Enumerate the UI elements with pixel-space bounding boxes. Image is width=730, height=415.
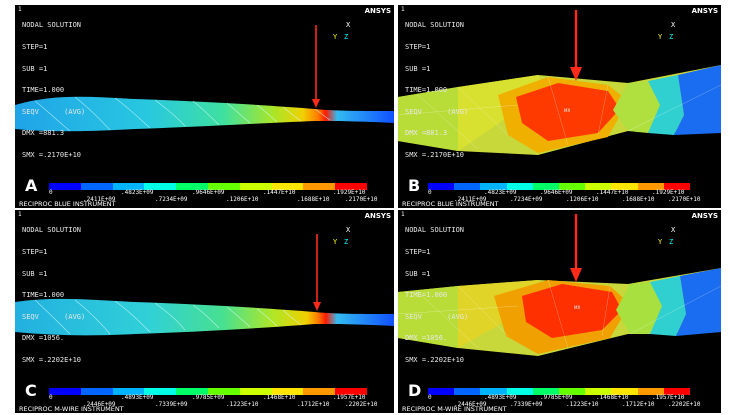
- panel-caption: RECIPROC BLUE INSTRUMENT: [19, 200, 116, 208]
- solution-title: NODAL SOLUTION: [22, 21, 82, 30]
- legend-swatch: [663, 183, 691, 190]
- legend-swatch: [80, 183, 113, 190]
- ansys-logo: ANSYS: [691, 7, 718, 15]
- legend-swatch: [303, 183, 336, 190]
- solution-info: NODAL SOLUTION STEP=1 SUB =1 TIME=1.000 …: [405, 21, 469, 160]
- mx-marker: MX: [564, 108, 570, 113]
- panel-caption: RECIPROC BLUE INSTRUMENT: [402, 200, 499, 208]
- mx-marker: MX: [574, 305, 580, 310]
- solution-info: NODAL SOLUTION STEP=1 SUB =1 TIME=1.000 …: [22, 21, 86, 160]
- solution-title: NODAL SOLUTION: [405, 21, 465, 30]
- instrument-shape: [15, 298, 394, 336]
- contour-legend-bar: [49, 388, 367, 395]
- legend-swatch: [611, 183, 638, 190]
- legend-swatch: [112, 183, 145, 190]
- legend-swatch: [532, 183, 560, 190]
- contour-legend-bar: [428, 388, 691, 395]
- panel-c: 1 NODAL SOLUTION STEP=1 SUB =1 TIME=1.00…: [15, 210, 394, 413]
- model-view-zoom: MX: [398, 214, 721, 356]
- legend-swatch: [239, 388, 272, 395]
- ansys-logo: ANSYS: [691, 212, 718, 220]
- window-number: 1: [401, 211, 405, 218]
- legend-swatch: [454, 183, 481, 190]
- legend-swatch: [176, 388, 208, 395]
- axis-triad-icon: X Y Z: [658, 21, 676, 41]
- legend-swatch: [454, 388, 481, 395]
- legend-swatch: [585, 183, 612, 190]
- contour-legend-bar: [49, 183, 367, 190]
- axis-triad-icon: X Y Z: [333, 21, 351, 41]
- legend-swatch: [49, 388, 81, 395]
- legend-swatch: [239, 183, 272, 190]
- panel-caption: RECIPROC M-WIRE INSTRUMENT: [402, 405, 507, 413]
- legend-swatch: [271, 183, 304, 190]
- ansys-logo: ANSYS: [364, 212, 391, 220]
- legend-swatch: [532, 388, 560, 395]
- panel-a: 1 NODAL SOLUTION STEP=1 SUB =1 TIME=1.00…: [15, 5, 394, 208]
- legend-swatch: [559, 183, 586, 190]
- legend-swatch: [335, 183, 367, 190]
- ansys-logo: ANSYS: [364, 7, 391, 15]
- panel-letter: D: [408, 381, 422, 400]
- legend-swatch: [144, 183, 177, 190]
- legend-swatch: [303, 388, 336, 395]
- legend-swatch: [506, 388, 533, 395]
- axis-triad-icon: X Y Z: [333, 226, 351, 246]
- legend-swatch: [480, 183, 507, 190]
- legend-swatch: [585, 388, 612, 395]
- legend-swatch: [207, 183, 240, 190]
- contour-legend-bar: [428, 183, 691, 190]
- window-number: 1: [401, 6, 405, 13]
- instrument-shape: [15, 96, 394, 132]
- legend-swatch: [637, 388, 664, 395]
- panel-letter: C: [25, 381, 37, 400]
- legend-swatch: [144, 388, 177, 395]
- panel-letter: A: [25, 176, 38, 195]
- model-view: [15, 25, 394, 132]
- axis-triad-icon: X Y Z: [658, 226, 676, 246]
- panel-d: MX 1 NODAL SOLUTION STEP=1 SUB =1 TIME=1…: [398, 210, 721, 413]
- panel-b: MX 1 NODAL SOLUTION STEP=1 SUB =1 TIME=1…: [398, 5, 721, 208]
- legend-swatch: [49, 183, 81, 190]
- legend-swatch: [335, 388, 367, 395]
- solution-title: NODAL SOLUTION: [405, 226, 465, 235]
- legend-swatch: [271, 388, 304, 395]
- solution-title: NODAL SOLUTION: [22, 226, 82, 235]
- legend-swatch: [480, 388, 507, 395]
- legend-swatch: [559, 388, 586, 395]
- legend-swatch: [112, 388, 145, 395]
- legend-swatch: [611, 388, 638, 395]
- window-number: 1: [18, 211, 22, 218]
- panel-caption: RECIPROC M-WIRE INSTRUMENT: [19, 405, 124, 413]
- legend-swatch: [506, 183, 533, 190]
- window-number: 1: [18, 6, 22, 13]
- legend-swatch: [80, 388, 113, 395]
- legend-swatch: [176, 183, 208, 190]
- solution-info: NODAL SOLUTION STEP=1 SUB =1 TIME=1.000 …: [405, 226, 469, 365]
- panel-letter: B: [408, 176, 421, 195]
- legend-swatch: [428, 183, 455, 190]
- solution-info: NODAL SOLUTION STEP=1 SUB =1 TIME=1.000 …: [22, 226, 86, 365]
- model-view: [15, 234, 394, 336]
- model-view-zoom: MX: [398, 10, 721, 155]
- legend-swatch: [207, 388, 240, 395]
- legend-swatch: [637, 183, 664, 190]
- legend-swatch: [428, 388, 455, 395]
- legend-swatch: [663, 388, 691, 395]
